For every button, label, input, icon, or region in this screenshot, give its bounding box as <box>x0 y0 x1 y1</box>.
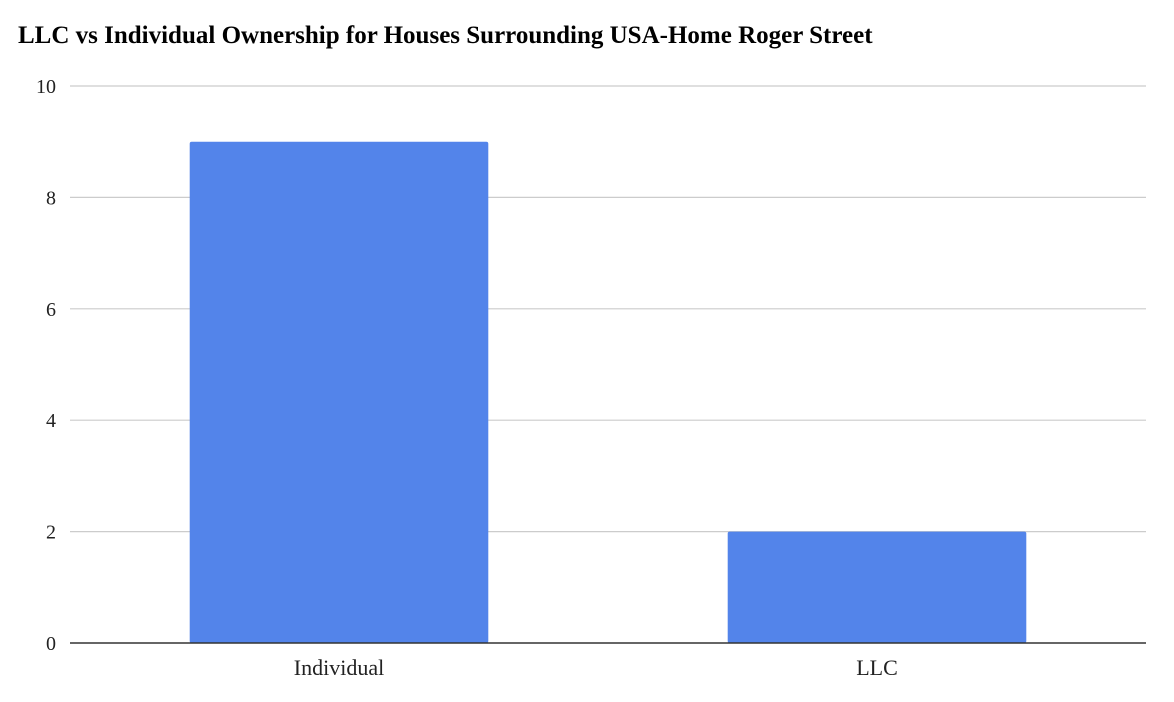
y-tick-label: 0 <box>46 633 56 655</box>
bar-individual <box>189 141 489 643</box>
x-category-label: LLC <box>856 655 898 680</box>
bars <box>189 141 1027 643</box>
y-tick-label: 2 <box>46 522 56 544</box>
bar-llc <box>727 531 1027 643</box>
chart-title: LLC vs Individual Ownership for Houses S… <box>18 22 873 49</box>
y-tick-label: 6 <box>46 299 56 321</box>
y-tick-label: 10 <box>36 76 56 98</box>
y-tick-label: 8 <box>46 187 56 209</box>
y-axis-ticks: 0 2 4 6 8 10 <box>36 76 56 655</box>
x-category-label: Individual <box>294 655 384 680</box>
y-tick-label: 4 <box>46 410 56 432</box>
x-axis-categories: Individual LLC <box>294 655 898 680</box>
